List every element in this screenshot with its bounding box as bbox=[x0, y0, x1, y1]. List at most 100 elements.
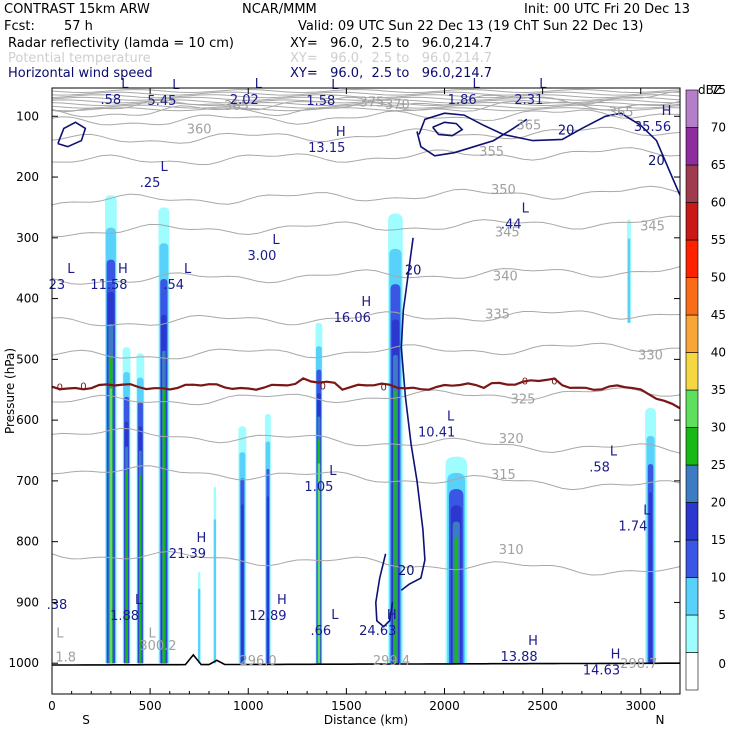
theta-label: 335 bbox=[485, 308, 510, 323]
reflectivity-band bbox=[649, 492, 652, 664]
hl-marker-letter: L bbox=[447, 409, 455, 424]
theta-contours bbox=[52, 88, 680, 576]
colorbar-swatch bbox=[685, 427, 699, 466]
theta-label: 365 bbox=[516, 119, 541, 134]
reflectivity-cell bbox=[213, 486, 217, 664]
hl-marker-value: 5.45 bbox=[147, 94, 176, 109]
wind-label: 20 bbox=[398, 564, 415, 579]
field-xy-reflectivity: XY= 96.0, 2.5 to 96.0,214.7 bbox=[290, 36, 493, 51]
y-axis-label: Pressure (hPa) bbox=[3, 348, 17, 434]
theta-label: 325 bbox=[511, 393, 536, 408]
theta-label: 365 bbox=[224, 99, 249, 114]
reflectivity-band bbox=[213, 519, 217, 664]
hl-marker-value: 1.88 bbox=[110, 609, 139, 624]
model-title: CONTRAST 15km ARW bbox=[4, 2, 150, 17]
reflectivity-cell bbox=[315, 322, 323, 664]
colorbar-level-label: 40 bbox=[711, 346, 726, 360]
x-tick-label: 1000 bbox=[233, 699, 264, 713]
hl-marker-letter: L bbox=[272, 233, 280, 248]
y-tick-label: 900 bbox=[16, 595, 39, 609]
y-tick-label: 700 bbox=[16, 474, 39, 488]
reflectivity-cell bbox=[122, 347, 131, 664]
freezing-label: 0 bbox=[57, 383, 63, 394]
hl-marker-value: 12.89 bbox=[249, 609, 286, 624]
colorbar-swatch bbox=[685, 127, 699, 166]
theta-label: 355 bbox=[479, 145, 504, 160]
hl-marker-letter: H bbox=[528, 634, 538, 649]
hl-marker-value: 1.05 bbox=[304, 480, 333, 495]
hl-marker-value: 14.63 bbox=[583, 663, 620, 678]
theta-label: 300.2 bbox=[139, 639, 176, 654]
wind-label: 20 bbox=[405, 263, 422, 278]
wind-contour bbox=[416, 118, 528, 157]
theta-label: 310 bbox=[499, 543, 524, 558]
y-tick-label: 800 bbox=[16, 535, 39, 549]
x-tick-label: 500 bbox=[139, 699, 162, 713]
wind-contour bbox=[432, 121, 464, 137]
theta-label: 340 bbox=[493, 269, 518, 284]
colorbar-level-label: 30 bbox=[711, 421, 726, 435]
y-tick-label: 600 bbox=[16, 413, 39, 427]
freezing-label: 0 bbox=[380, 383, 386, 394]
hl-marker-value: .44 bbox=[501, 217, 522, 232]
wind-contour bbox=[400, 237, 426, 591]
theta-isentrope bbox=[52, 310, 680, 327]
hl-marker-letter: H bbox=[118, 262, 128, 277]
freezing-label: 0 bbox=[320, 381, 326, 392]
reflectivity-band bbox=[162, 386, 166, 664]
freezing-label: 0 bbox=[522, 377, 528, 388]
colorbar-swatch bbox=[685, 502, 699, 541]
wind-speed-contours bbox=[57, 112, 680, 628]
hl-marker-letter: L bbox=[473, 77, 481, 92]
colorbar-level-label: 25 bbox=[711, 458, 726, 472]
colorbar-level-label: 45 bbox=[711, 308, 726, 322]
theta-label: L bbox=[56, 627, 64, 642]
reflectivity-cell bbox=[104, 195, 117, 664]
axes: 0 500 1000 1500 2000 2500 30001002003004005006… bbox=[3, 87, 681, 727]
reflectivity-cell bbox=[645, 407, 656, 664]
hl-marker-value: 35.56 bbox=[634, 120, 671, 135]
hl-marker-letter: L bbox=[539, 77, 547, 92]
reflectivity-band bbox=[317, 463, 321, 664]
colorbar-level-label: 60 bbox=[711, 196, 726, 210]
theta-label: 350 bbox=[491, 183, 516, 198]
y-tick-label: 400 bbox=[16, 292, 39, 306]
hl-marker-value: 13.15 bbox=[308, 141, 345, 156]
hl-marker-letter: H bbox=[361, 295, 371, 310]
hl-marker-letter: H bbox=[277, 593, 287, 608]
theta-isentrope bbox=[52, 550, 680, 576]
reflectivity-band bbox=[454, 537, 459, 664]
freezing-level-line bbox=[52, 377, 680, 410]
colorbar-swatch bbox=[685, 352, 699, 391]
hl-marker-letter: H bbox=[662, 104, 672, 119]
contour-labels: 360 365 375 370 365 365 355 350 345 345 340 335 330 3… bbox=[47, 77, 672, 679]
colorbar-swatch bbox=[685, 89, 699, 128]
x-tick-label: 1500 bbox=[331, 699, 362, 713]
hl-marker-value: 24.63 bbox=[359, 624, 396, 639]
hl-marker-value: 16.06 bbox=[334, 311, 371, 326]
hl-marker-value: 2.02 bbox=[230, 93, 259, 108]
colorbar-swatch bbox=[685, 614, 699, 653]
terrain-line bbox=[52, 653, 680, 666]
colorbar-level-label: 75 bbox=[711, 83, 726, 97]
theta-label: 345 bbox=[495, 226, 520, 241]
wind-label: 20 bbox=[648, 154, 665, 169]
y-tick-label: 300 bbox=[16, 231, 39, 245]
hl-marker-value: 3.00 bbox=[248, 249, 277, 264]
hl-marker-letter: H bbox=[336, 125, 346, 140]
hl-marker-value: 10.41 bbox=[418, 425, 455, 440]
theta-label: 345 bbox=[640, 220, 665, 235]
theta-isentrope bbox=[52, 342, 680, 360]
hl-marker-letter: L bbox=[172, 78, 180, 93]
colorbar-swatch bbox=[685, 277, 699, 316]
theta-isentrope-upper bbox=[52, 88, 680, 94]
colorbar-level-label: 5 bbox=[718, 608, 726, 622]
theta-label: 365 bbox=[609, 105, 634, 120]
theta-label: 315 bbox=[491, 468, 516, 483]
valid-time: Valid: 09 UTC Sun 22 Dec 13 (19 ChT Sun … bbox=[298, 19, 644, 34]
theta-isentrope bbox=[52, 215, 680, 238]
field-name-theta: Potential temperature bbox=[8, 51, 151, 66]
colorbar-level-label: 65 bbox=[711, 158, 726, 172]
hl-marker-value: 11.58 bbox=[90, 278, 127, 293]
